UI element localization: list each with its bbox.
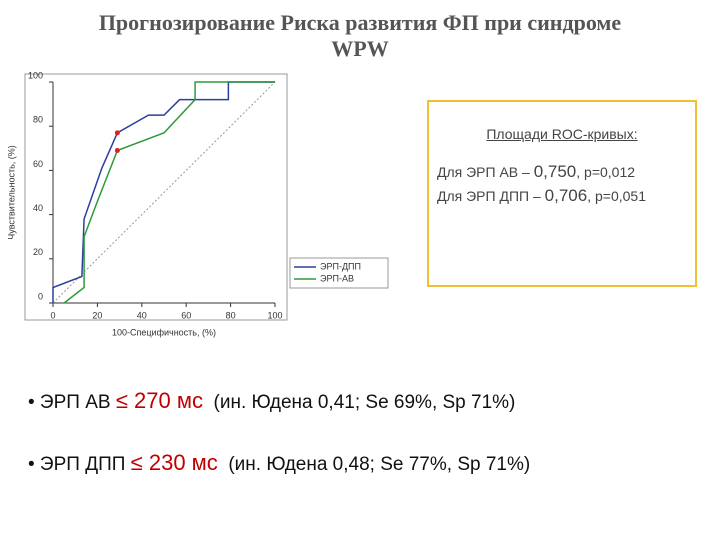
bullet: • ЭРП ДПП ≤ 230 мс (ин. Юдена 0,48; Se 7… xyxy=(28,450,530,476)
text: Для ЭРП ДПП – xyxy=(437,188,545,204)
y-axis-label: Чувствительность, (%) xyxy=(6,145,16,240)
auc-value: 0,706 xyxy=(544,186,588,205)
bullet: • ЭРП АВ ≤ 270 мс (ин. Юдена 0,41; Se 69… xyxy=(28,388,515,414)
text: , p=0,051 xyxy=(587,188,646,204)
box-heading: Площади ROC-кривых: xyxy=(486,126,638,142)
x-axis-label: 100-Специфичность, (%) xyxy=(112,327,216,337)
x-tick-label: 0 xyxy=(50,310,55,320)
cutoff-point xyxy=(114,148,120,154)
chart: 0 20 40 60 80 100 0 20 40 60 80 100 100-Специфичност… xyxy=(6,70,389,337)
x-tick-label: 20 xyxy=(92,310,102,320)
y-tick-label: 40 xyxy=(33,203,43,213)
reference-diagonal xyxy=(52,81,276,304)
y-tick-label: 80 xyxy=(33,115,43,125)
legend-label: ЭРП-АВ xyxy=(320,273,354,283)
auc-box: Площади ROC-кривых: Для ЭРП АВ – 0,750, … xyxy=(427,100,697,287)
y-tick-label: 100 xyxy=(28,70,43,80)
cutoff-point xyxy=(114,130,120,136)
roc-curve xyxy=(52,81,275,303)
x-tick-label: 100 xyxy=(267,310,282,320)
slide-title: Прогнозирование Риска развития ФП при си… xyxy=(98,10,622,61)
text: Для ЭРП АВ – xyxy=(437,164,534,180)
x-tick-label: 60 xyxy=(181,310,191,320)
y-tick-label: 0 xyxy=(38,291,43,301)
y-tick-label: 20 xyxy=(33,247,43,257)
threshold: ≤ 270 мс xyxy=(115,388,203,413)
text: (ин. Юдена 0,48; Se 77%, Sp 71%) xyxy=(228,454,531,475)
text: • ЭРП АВ xyxy=(28,392,116,413)
x-tick-label: 80 xyxy=(226,310,236,320)
text: (ин. Юдена 0,41; Se 69%, Sp 71%) xyxy=(213,392,516,413)
y-tick-label: 60 xyxy=(33,159,43,169)
threshold: ≤ 230 мс xyxy=(130,450,218,475)
roc-curve xyxy=(63,81,275,304)
legend-box xyxy=(289,257,389,289)
text: , p=0,012 xyxy=(576,164,636,180)
plot-frame xyxy=(24,73,288,321)
legend-label: ЭРП-ДПП xyxy=(320,261,361,271)
box-line: Для ЭРП АВ – 0,750, p=0,012 xyxy=(437,160,695,184)
x-tick-label: 40 xyxy=(137,310,147,320)
text: • ЭРП ДПП xyxy=(28,454,131,475)
auc-value: 0,750 xyxy=(533,162,577,181)
box-line: Для ЭРП ДПП – 0,706, p=0,051 xyxy=(437,184,695,208)
